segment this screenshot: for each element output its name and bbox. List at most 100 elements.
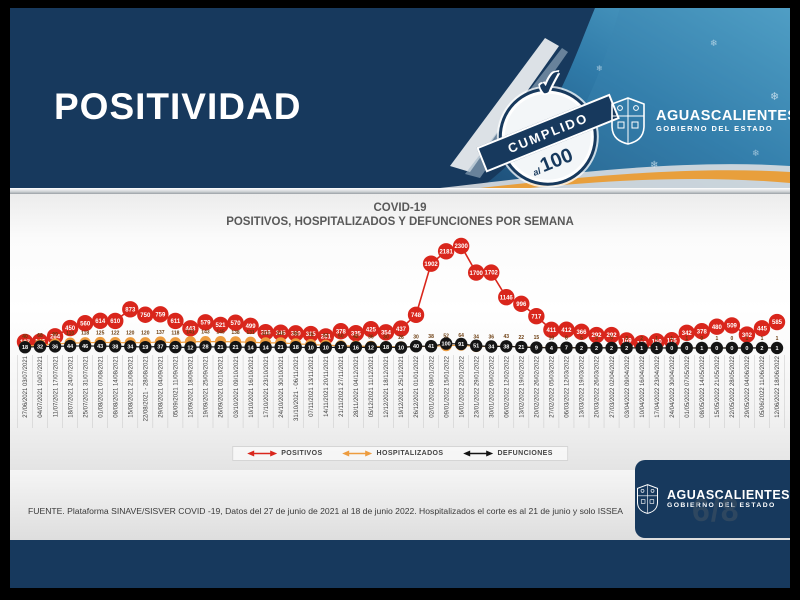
x-axis-label: 27/06/2021 03/07/2021 — [23, 355, 29, 417]
positivos-value-label: 759 — [155, 313, 166, 319]
defunciones-point — [18, 341, 32, 354]
positivos-point — [468, 264, 485, 281]
positivos-value-label: 521 — [216, 323, 227, 329]
covid-weekly-line-chart: 27/06/2021 03/07/2021 04/07/2021 10/07/20… — [16, 237, 786, 428]
hospitalizados-value-label: 43 — [503, 334, 509, 340]
defunciones-point — [770, 341, 784, 355]
positivos-point — [257, 324, 274, 341]
defunciones-point — [424, 339, 438, 353]
defunciones-point — [635, 341, 648, 355]
positivos-point — [437, 243, 455, 260]
snowflake-icon: ❄ — [650, 160, 659, 171]
x-axis-label: 25/07/2021 31/07/2021 — [83, 355, 89, 417]
positivos-point — [347, 324, 365, 342]
positivos-value-label: 443 — [185, 327, 196, 333]
x-axis-label: 12/09/2021 18/09/2021 — [189, 355, 195, 417]
defunciones-value-label: 9 — [535, 346, 538, 352]
defunciones-value-label: 18 — [383, 345, 389, 351]
hospitalizados-value-label: 0 — [730, 336, 733, 342]
defunciones-point — [454, 337, 468, 351]
logo-title: AGUASCALIENTES — [667, 487, 790, 502]
positivos-point — [362, 320, 380, 338]
defunciones-point — [184, 341, 197, 354]
defunciones-point — [33, 340, 47, 353]
positivos-value-label: 750 — [140, 313, 151, 319]
x-axis-label: 19/09/2021 25/09/2021 — [204, 355, 210, 417]
defunciones-point — [334, 341, 348, 354]
x-axis-label: 29/05/2022 04/06/2022 — [745, 355, 751, 417]
hospitalizados-value-label: 125 — [96, 330, 105, 336]
positivos-value-label: 499 — [246, 324, 257, 330]
logo-subtitle: GOBIERNO DEL ESTADO — [656, 124, 774, 134]
x-axis-label: 18/07/2021 24/07/2021 — [68, 355, 74, 417]
snowflake-icon: ❄ — [710, 38, 718, 48]
positivos-point — [498, 288, 515, 306]
defunciones-value-label: 43 — [97, 344, 103, 350]
positivos-point — [227, 314, 244, 331]
x-axis-label: 17/10/2021 23/10/2021 — [264, 355, 270, 417]
chart-title-line2: POSITIVOS, HOSPITALIZADOS Y DEFUNCIONES … — [226, 216, 574, 228]
legend-label-hospitalizados: HOSPITALIZADOS — [376, 450, 444, 457]
positivos-point — [422, 255, 440, 272]
defunciones-point — [274, 340, 287, 354]
hospitalizados-value-label: 64 — [458, 333, 464, 339]
coat-of-arms-icon — [611, 97, 645, 145]
positivos-value-label: 2181 — [439, 249, 453, 255]
defunciones-point — [650, 341, 663, 355]
positivos-point — [603, 326, 620, 344]
positivos-value-label: 354 — [381, 330, 392, 336]
positivos-value-label: 570 — [231, 321, 242, 327]
legend-label-defunciones: DEFUNCIONES — [497, 450, 553, 457]
defunciones-value-label: 36 — [52, 344, 58, 350]
defunciones-value-label: 44 — [67, 344, 74, 350]
chart-title-line1: COVID-19 — [373, 202, 427, 214]
hospitalizados-value-label: 78 — [308, 332, 314, 338]
defunciones-point — [725, 341, 739, 355]
hospitalizados-value-label: 1 — [761, 336, 764, 342]
x-axis-label: 21/11/2021 27/11/2021 — [339, 355, 345, 416]
defunciones-value-label: 0 — [745, 346, 748, 352]
x-axis-label: 10/10/2021 16/10/2021 — [249, 355, 255, 417]
positivos-value-label: 509 — [727, 324, 738, 330]
defunciones-point — [620, 341, 633, 355]
positivos-point — [588, 326, 605, 344]
defunciones-value-label: 0 — [685, 346, 688, 352]
defunciones-value-label: 38 — [112, 344, 118, 350]
positivos-value-label: 378 — [336, 329, 347, 335]
positivos-point — [543, 321, 560, 338]
hospitalizados-value-label: 143 — [201, 330, 210, 336]
x-axis-label: 11/07/2021 17/07/2021 — [53, 355, 59, 417]
chart-panel: COVID-19 POSITIVOS, HOSPITALIZADOS Y DEF… — [10, 194, 790, 470]
x-axis-label: 19/12/2021 25/12/2021 — [399, 355, 405, 417]
defunciones-point — [289, 341, 302, 354]
positivos-value-label: 261 — [321, 335, 332, 341]
header-separator — [10, 188, 790, 194]
positivos-point — [708, 318, 726, 335]
legend-label-positivos: POSITIVOS — [281, 450, 323, 457]
x-axis-label: 31/10/2021 - 06/11/2021 — [294, 355, 300, 421]
hospitalizados-value-label: 120 — [141, 331, 150, 337]
defunciones-value-label: 21 — [232, 345, 238, 351]
defunciones-value-label: 10 — [323, 346, 329, 352]
positivos-value-label: 425 — [366, 327, 377, 333]
positivos-value-label: 585 — [772, 320, 783, 326]
hospitalizados-value-label: 110 — [66, 331, 74, 337]
hospitalizados-value-label: 1 — [670, 336, 673, 342]
positivos-point — [167, 312, 184, 330]
x-axis-label: 26/09/2021 02/10/2021 — [219, 355, 225, 417]
x-axis-label: 13/03/2022 19/03/2022 — [580, 355, 586, 417]
positivos-point — [107, 312, 124, 330]
defunciones-point — [560, 341, 573, 354]
positivos-value-label: 1702 — [485, 271, 499, 277]
positivos-value-label: 356 — [261, 330, 272, 336]
defunciones-point — [154, 340, 167, 353]
x-axis-label: 12/12/2021 18/12/2021 — [384, 355, 390, 417]
hospitalizados-value-label: 95 — [293, 332, 299, 338]
positivos-point — [122, 301, 139, 318]
positivos-value-label: 175 — [667, 338, 678, 344]
hospitalizados-value-label: 0 — [700, 336, 703, 342]
positivos-value-label: 445 — [757, 326, 768, 332]
defunciones-value-label: 17 — [338, 345, 344, 351]
defunciones-point — [229, 340, 242, 354]
positivos-point — [513, 295, 530, 313]
